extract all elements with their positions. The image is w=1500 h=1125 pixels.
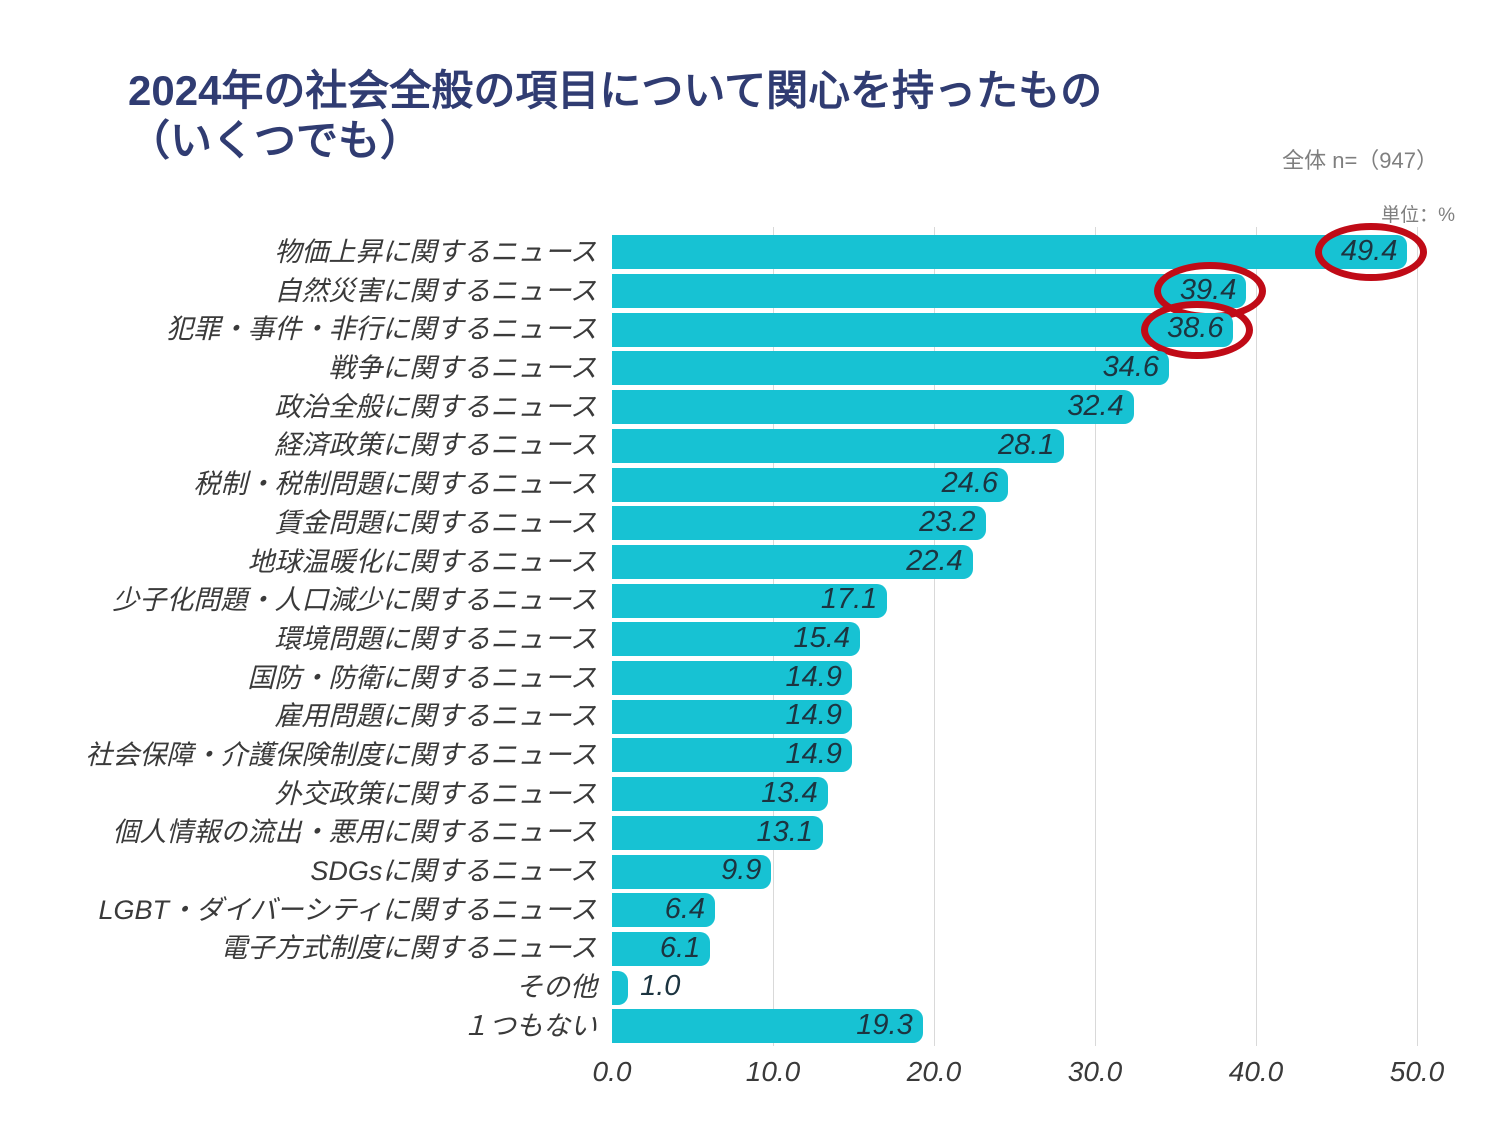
category-label: 個人情報の流出・悪用に関するニュース [112, 817, 597, 848]
category-label: 社会保障・介護保険制度に関するニュース [85, 739, 597, 770]
x-axis-tick-label: 20.0 [906, 1056, 962, 1087]
bar-row: 28.1 [612, 427, 1417, 466]
bar [612, 622, 860, 657]
category-label: 自然災害に関するニュース [274, 275, 597, 306]
bar-row: 23.2 [612, 504, 1417, 543]
category-label: 経済政策に関するニュース [274, 430, 597, 461]
bar [612, 854, 772, 889]
category-label: 少子化問題・人口減少に関するニュース [112, 585, 597, 616]
bar [612, 312, 1234, 347]
bar [612, 699, 852, 734]
bar [612, 970, 629, 1005]
category-label: 賃金問題に関するニュース [274, 507, 597, 538]
x-axis-tick-label: 50.0 [1389, 1056, 1445, 1087]
bar [612, 893, 716, 928]
value-label: 6.1 [659, 931, 701, 964]
value-label: 17.1 [820, 583, 878, 616]
value-label: 32.4 [1067, 389, 1124, 422]
value-label: 1.0 [640, 970, 681, 1003]
value-label: 6.4 [664, 892, 706, 925]
bar-row: 15.4 [612, 620, 1417, 659]
bar-row: 34.6 [612, 349, 1417, 388]
bar [612, 583, 888, 618]
bar-row: 14.9 [612, 697, 1417, 736]
bar [612, 467, 1009, 502]
bar-row: 13.4 [612, 775, 1417, 814]
value-label: 15.4 [793, 622, 850, 654]
value-label: 14.9 [785, 660, 842, 693]
bar-row: 22.4 [612, 543, 1417, 582]
value-label: 23.2 [919, 505, 976, 538]
bar-row: 17.1 [612, 581, 1417, 620]
category-label: 政治全般に関するニュース [274, 391, 597, 422]
gridline [1256, 227, 1257, 1046]
category-label: 国防・防衛に関するニュース [247, 662, 597, 693]
category-label: SDGsに関するニュース [310, 856, 597, 886]
value-label: 13.4 [761, 776, 818, 809]
bar-row: 32.4 [612, 388, 1417, 427]
gridline [934, 227, 935, 1046]
highlight-circle [1141, 300, 1254, 359]
bar [612, 777, 828, 812]
bar [612, 506, 986, 541]
x-axis-tick-label: 0.0 [592, 1056, 632, 1087]
value-label: 28.1 [997, 428, 1055, 461]
bar [612, 1009, 923, 1044]
category-label-column: 物価上昇に関するニュース 自然災害に関するニュース犯罪・事件・非行に関するニュース… [58, 233, 597, 1045]
category-label: 環境問題に関するニュース [274, 623, 597, 654]
bar-row: 6.4 [612, 891, 1417, 930]
value-label: 22.4 [906, 544, 963, 577]
bar [612, 274, 1247, 309]
chart-title: 2024年の社会全般の項目について関心を持ったもの （いくつでも） [128, 67, 1103, 165]
bar-row: 39.4 [612, 262, 1417, 321]
category-label: LGBT・ダイバーシティに関するニュース [98, 894, 597, 925]
bar [612, 390, 1134, 425]
value-label: 34.6 [1102, 351, 1160, 384]
x-axis-tick-label: 30.0 [1067, 1056, 1123, 1087]
bar [612, 544, 973, 579]
category-label: 物価上昇に関するニュース [274, 237, 597, 267]
bar-row: 13.1 [612, 814, 1417, 853]
value-label: 9.9 [721, 854, 762, 887]
value-label: 19.3 [856, 1009, 913, 1041]
bar [612, 235, 1408, 270]
bar-row: 9.9 [612, 852, 1417, 891]
category-label: 戦争に関するニュース [328, 353, 597, 384]
bar-row: 14.9 [612, 736, 1417, 775]
bar [612, 661, 852, 696]
sample-size-note: 全体 n=（947） [1282, 148, 1438, 173]
category-label: １つもない [462, 1010, 597, 1041]
category-label: 犯罪・事件・非行に関するニュース [166, 314, 597, 345]
unit-label: 単位：% [1381, 205, 1455, 226]
value-label: 24.6 [941, 467, 999, 500]
category-label: 電子方式制度に関するニュース [220, 933, 597, 964]
bar-chart-plot-area: 49.4 39.4 38.6 34.6 32.4 28.1 24.6 23.2 22.4 17.1… [593, 223, 1444, 1087]
bar-row: 14.9 [612, 659, 1417, 698]
value-label: 14.9 [785, 699, 842, 732]
bar [612, 815, 823, 850]
value-label: 13.1 [756, 815, 813, 848]
category-label: 税制・税制問題に関するニュース [193, 469, 597, 500]
gridline [1095, 227, 1096, 1046]
category-label: その他 [516, 972, 597, 1003]
bar-row: 6.1 [612, 930, 1417, 969]
bar [612, 428, 1065, 463]
gridline [1417, 227, 1418, 1046]
bar-row: 49.4 [612, 223, 1428, 282]
category-label: 雇用問題に関するニュース [274, 701, 597, 732]
category-label: 外交政策に関するニュース [274, 778, 597, 809]
bar-row: 24.6 [612, 465, 1417, 504]
highlight-circle [1315, 223, 1428, 282]
bar-row: 38.6 [612, 300, 1417, 359]
bar-row: 1.0 [612, 968, 1417, 1007]
bar [612, 931, 711, 966]
x-axis-tick-label: 10.0 [745, 1056, 801, 1087]
bar-row: 19.3 [612, 1007, 1417, 1046]
value-label: 14.9 [785, 738, 842, 771]
category-label: 地球温暖化に関するニュース [247, 546, 597, 577]
bar [612, 351, 1170, 386]
bar [612, 738, 852, 773]
x-axis-tick-label: 40.0 [1228, 1056, 1284, 1087]
